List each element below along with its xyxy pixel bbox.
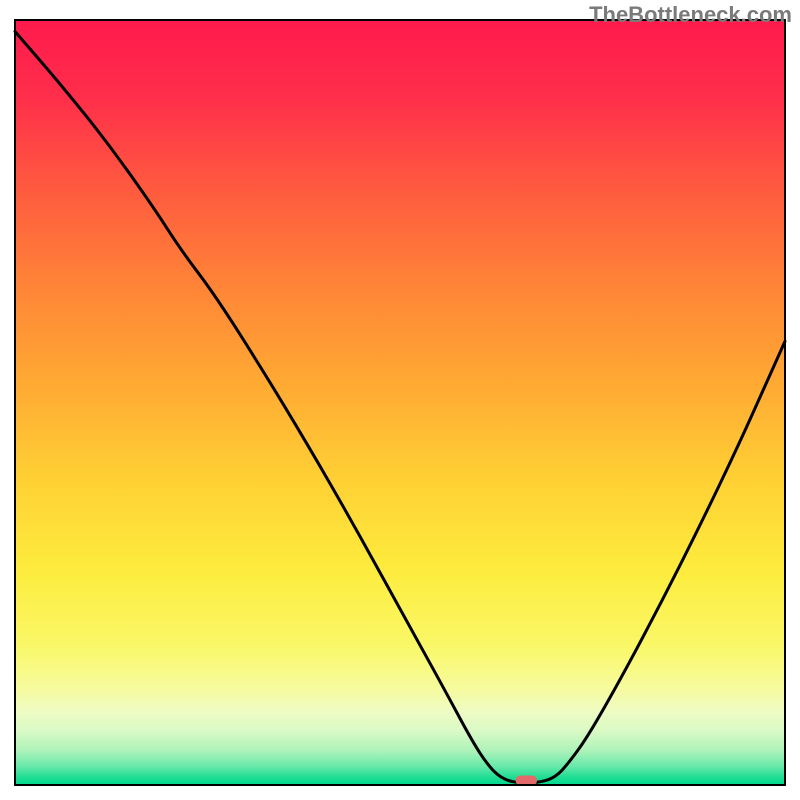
bottleneck-chart: [0, 0, 800, 800]
optimal-point-marker: [516, 775, 538, 785]
chart-background-gradient: [15, 20, 785, 785]
watermark-text: TheBottleneck.com: [589, 2, 792, 28]
chart-container: TheBottleneck.com: [0, 0, 800, 800]
